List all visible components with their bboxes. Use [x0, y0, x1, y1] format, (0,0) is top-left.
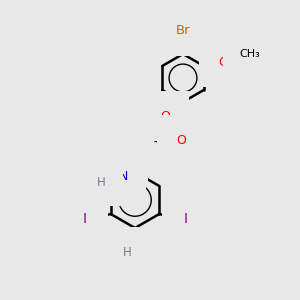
Text: O: O: [176, 134, 186, 146]
Text: I: I: [183, 212, 187, 226]
Text: O: O: [160, 110, 170, 122]
Text: CH₃: CH₃: [239, 49, 260, 59]
Text: Br: Br: [176, 23, 190, 37]
Text: N: N: [118, 169, 128, 182]
Text: H: H: [123, 245, 131, 259]
Text: O: O: [132, 245, 142, 259]
Text: N: N: [120, 152, 130, 164]
Text: H: H: [97, 176, 105, 188]
Text: O: O: [218, 56, 228, 68]
Text: I: I: [83, 212, 87, 226]
Text: H: H: [128, 145, 136, 158]
